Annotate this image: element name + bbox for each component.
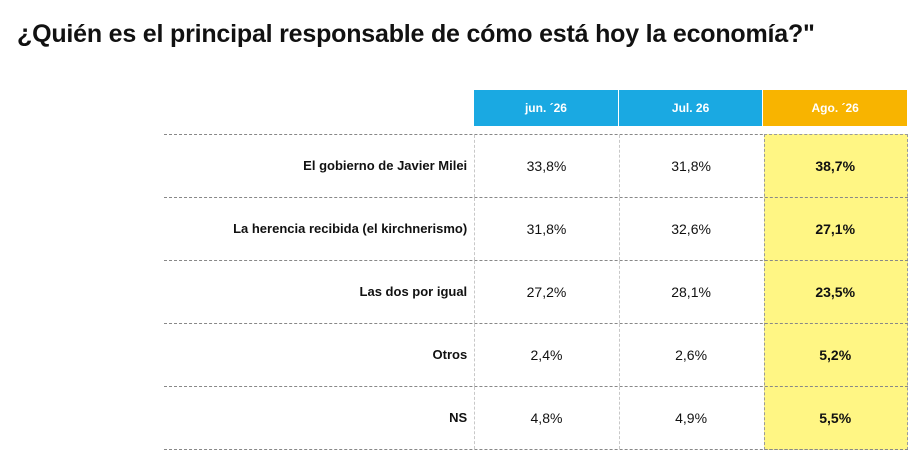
table-row: Otros 2,4% 2,6% 5,2% [164, 324, 908, 387]
row-label: Las dos por igual [359, 284, 468, 299]
cell-value-highlight: 27,1% [815, 221, 856, 237]
header-spacer [164, 90, 474, 126]
page-title: ¿Quién es el principal responsable de có… [17, 20, 815, 48]
cell-value: 2,6% [618, 324, 763, 386]
table-row: El gobierno de Javier Milei 33,8% 31,8% … [164, 135, 908, 198]
table-row: La herencia recibida (el kirchnerismo) 3… [164, 198, 908, 261]
cell-value-highlight: 5,2% [819, 347, 852, 363]
cell-value-highlight: 5,5% [819, 410, 852, 426]
row-label: La herencia recibida (el kirchnerismo) [233, 221, 468, 236]
table-body: El gobierno de Javier Milei 33,8% 31,8% … [164, 134, 908, 450]
table-row: Las dos por igual 27,2% 28,1% 23,5% [164, 261, 908, 324]
header-row: jun. ´26 Jul. 26 Ago. ´26 [164, 90, 908, 126]
cell-value: 4,8% [474, 387, 618, 449]
column-header-jul: Jul. 26 [618, 90, 763, 126]
cell-value-highlight: 38,7% [815, 158, 856, 174]
cell-value: 33,8% [474, 135, 618, 197]
survey-table: jun. ´26 Jul. 26 Ago. ´26 El gobierno de… [164, 90, 908, 450]
cell-value-highlight: 23,5% [815, 284, 856, 300]
highlight-column [764, 134, 908, 450]
cell-value: 31,8% [618, 135, 763, 197]
cell-value: 2,4% [474, 324, 618, 386]
cell-value: 31,8% [474, 198, 618, 260]
row-label: NS [449, 410, 468, 425]
cell-value: 27,2% [474, 261, 618, 323]
column-header-ago: Ago. ´26 [763, 90, 907, 126]
row-label: Otros [432, 347, 468, 362]
table-row: NS 4,8% 4,9% 5,5% [164, 387, 908, 450]
column-header-jun: jun. ´26 [474, 90, 618, 126]
cell-value: 28,1% [618, 261, 763, 323]
cell-value: 4,9% [618, 387, 763, 449]
row-label: El gobierno de Javier Milei [303, 158, 468, 173]
cell-value: 32,6% [618, 198, 763, 260]
